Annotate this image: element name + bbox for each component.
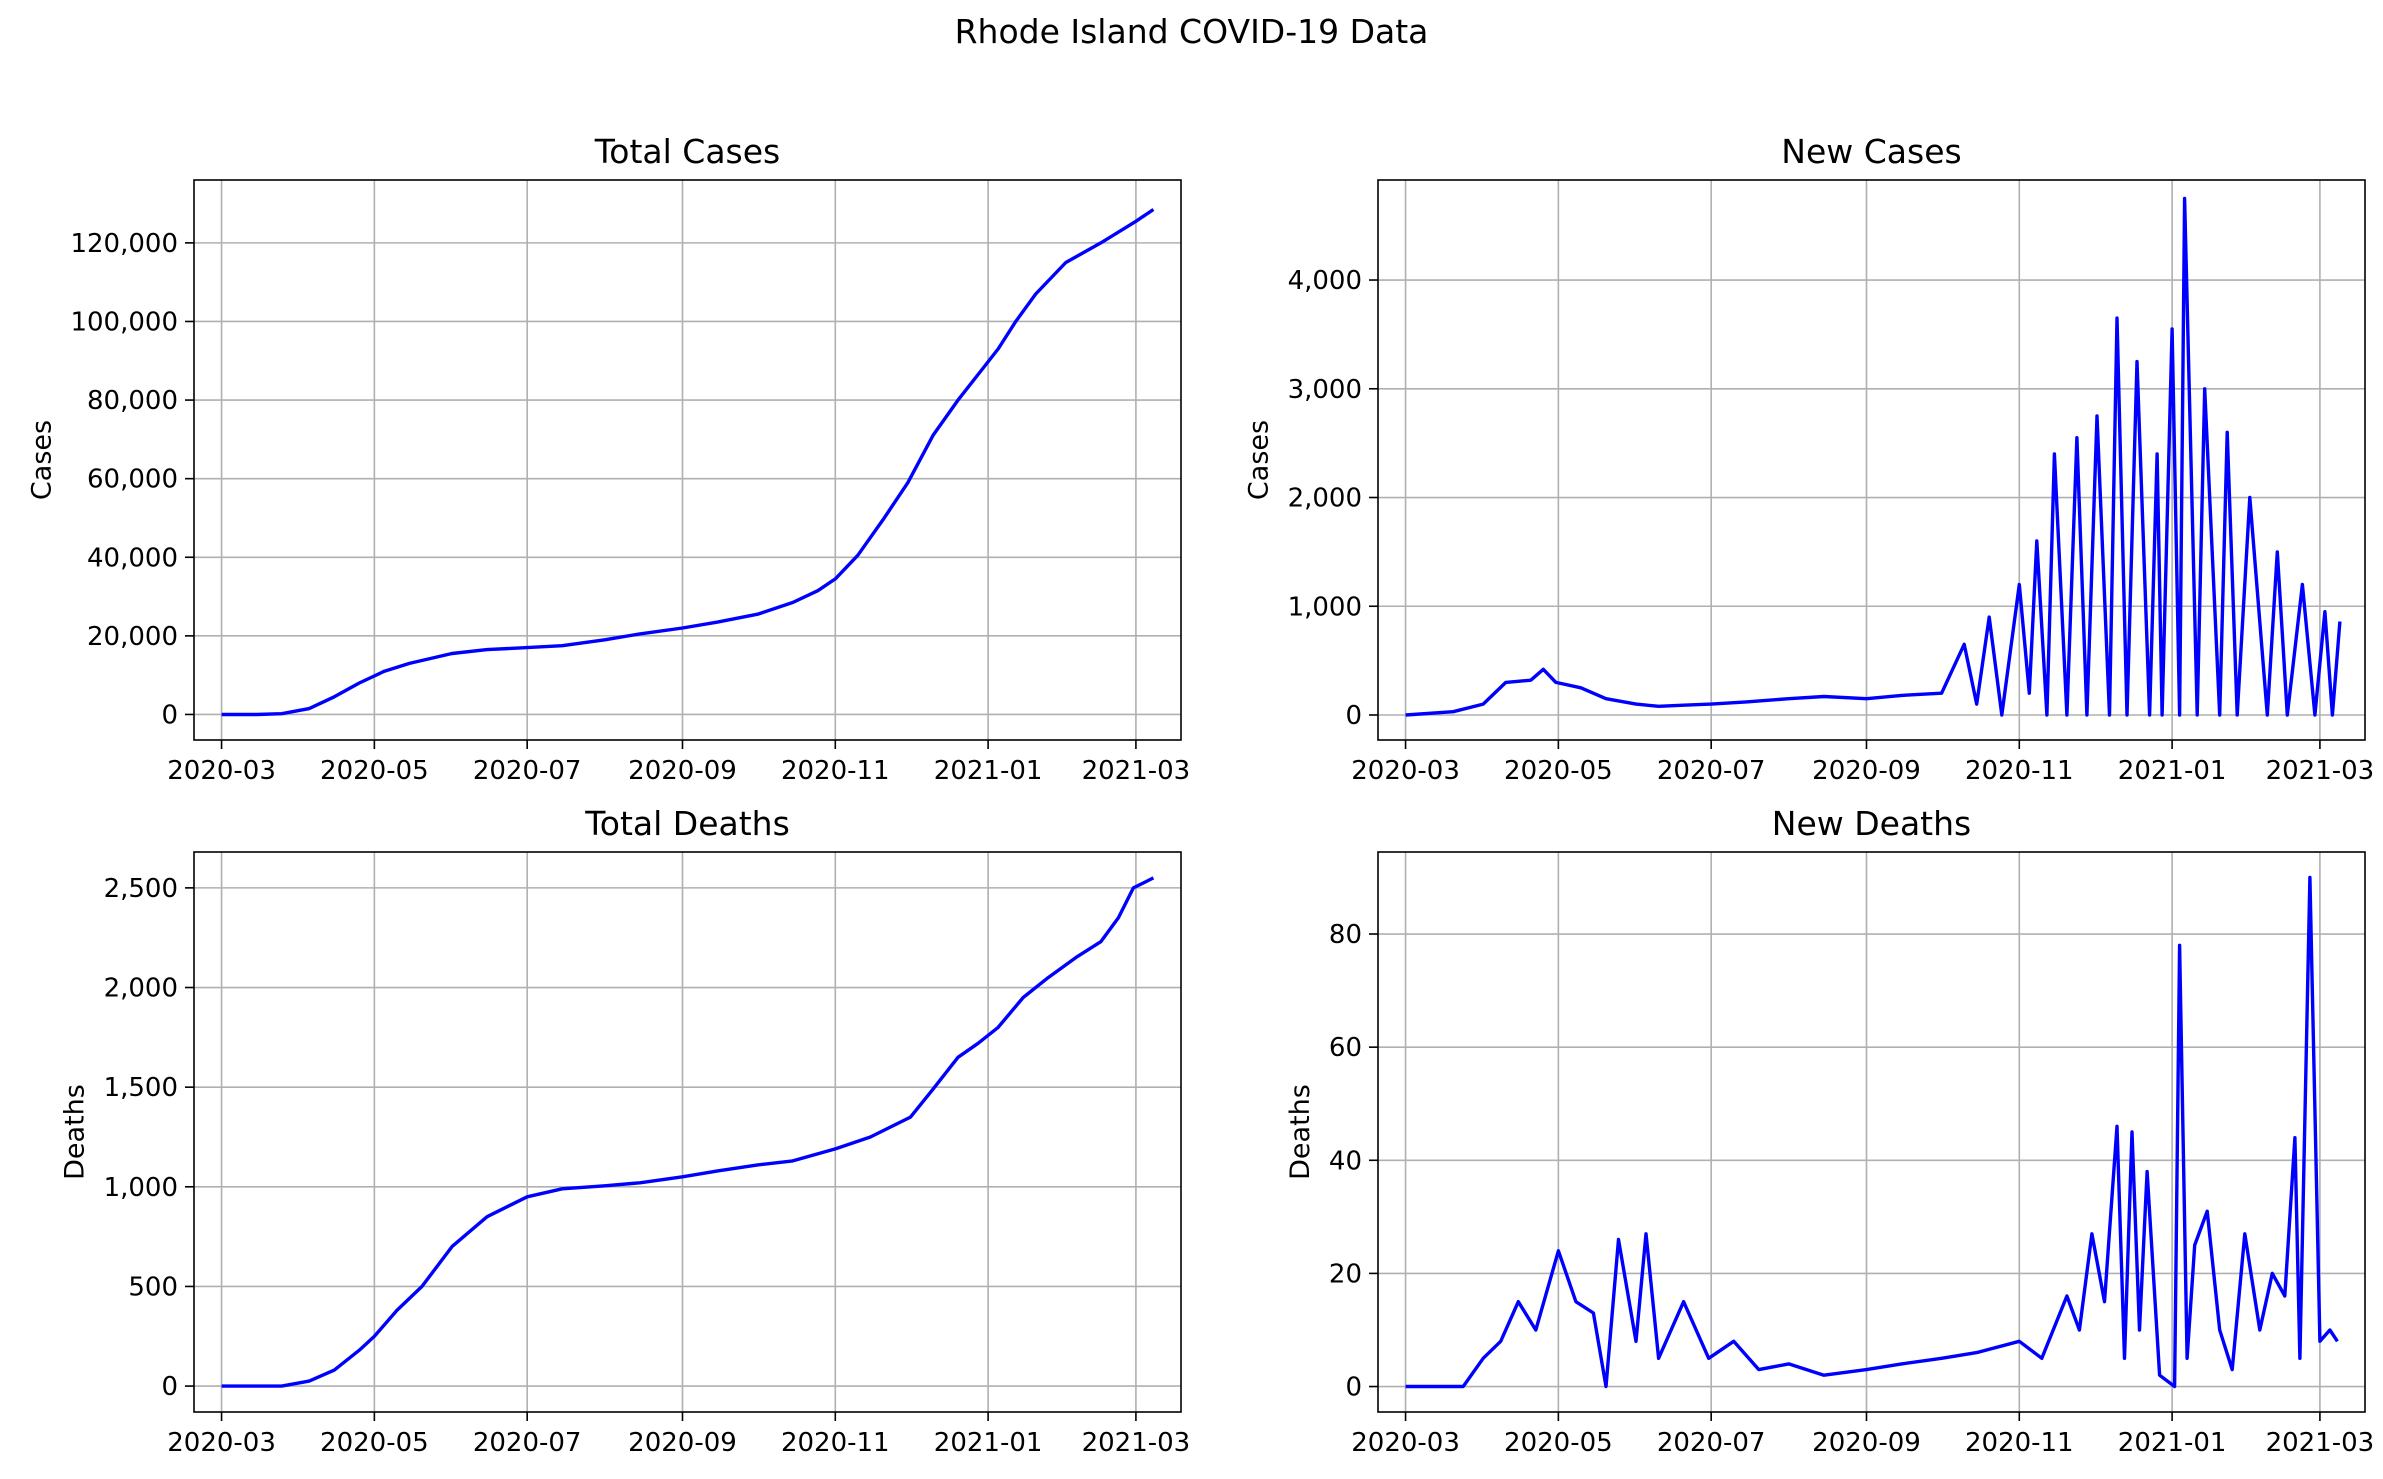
grid-lines: [1378, 852, 2365, 1412]
x-tick-label: 2021-01: [2118, 756, 2227, 786]
panel-total-cases: Total Cases Cases 2020-03 2020-05 2020-07 2…: [26, 132, 1190, 786]
y-tick-label: 1,000: [1288, 592, 1362, 622]
y-tick-label: 1,500: [104, 1073, 178, 1103]
y-tick-label: 1,000: [104, 1173, 178, 1203]
y-tick-label: 2,000: [104, 974, 178, 1004]
y-tick-label: 0: [1345, 1373, 1362, 1403]
y-tick-label: 0: [1345, 701, 1362, 731]
y-tick-label: 60,000: [87, 465, 178, 495]
x-tick-label: 2020-07: [1657, 756, 1766, 786]
figure-title: Rhode Island COVID-19 Data: [954, 12, 1429, 51]
x-tick-label: 2021-01: [934, 756, 1043, 786]
y-tick-label: 80,000: [87, 386, 178, 416]
x-tick-label: 2021-03: [1082, 756, 1191, 786]
panel-title: Total Deaths: [584, 804, 790, 843]
x-tick-label: 2020-03: [1351, 756, 1460, 786]
y-tick-label: 40,000: [87, 543, 178, 573]
y-tick-label: 0: [161, 1372, 178, 1402]
y-axis-label: Cases: [1244, 420, 1275, 500]
y-tick-label: 120,000: [70, 229, 178, 259]
y-tick-label: 3,000: [1288, 375, 1362, 405]
axes-frame: [193, 179, 1182, 741]
y-tick-label: 40: [1329, 1146, 1362, 1176]
x-tick-label: 2021-03: [1082, 1428, 1191, 1458]
grid-lines: [194, 180, 1181, 740]
panel-new-cases: New Cases Cases 2020-03 2020-05 2020-07 202…: [1244, 132, 2375, 786]
y-tick-label: 500: [128, 1272, 178, 1302]
series-line: [1405, 875, 2339, 1389]
y-tick-label: 60: [1329, 1033, 1362, 1063]
y-axis-label: Cases: [26, 420, 57, 500]
y-tick-label: 20: [1329, 1259, 1362, 1289]
grid-lines: [194, 852, 1181, 1412]
y-tick-label: 100,000: [70, 307, 178, 337]
x-tick-label: 2020-05: [320, 756, 429, 786]
x-tick-label: 2020-03: [1351, 1428, 1460, 1458]
x-tick-label: 2020-09: [628, 1428, 737, 1458]
x-tick-label: 2020-05: [1504, 756, 1613, 786]
x-tick-label: 2020-07: [473, 756, 582, 786]
x-tick-label: 2020-09: [1812, 756, 1921, 786]
y-tick-label: 2,000: [1288, 484, 1362, 514]
x-tick-label: 2020-07: [1657, 1428, 1766, 1458]
x-tick-label: 2020-11: [1965, 1428, 2074, 1458]
x-tick-label: 2020-11: [1965, 756, 2074, 786]
y-tick-label: 4,000: [1288, 266, 1362, 296]
x-tick-label: 2021-01: [2118, 1428, 2227, 1458]
x-tick-label: 2021-03: [2266, 756, 2375, 786]
axes-frame: [1377, 851, 2366, 1413]
series-line: [221, 208, 1155, 717]
y-tick-label: 20,000: [87, 622, 178, 652]
panel-title: New Cases: [1781, 132, 1961, 171]
series-line: [221, 876, 1155, 1388]
x-tick-label: 2020-03: [167, 1428, 276, 1458]
y-tick-label: 2,500: [104, 874, 178, 904]
x-tick-label: 2020-11: [781, 756, 890, 786]
axes-frame: [1377, 179, 2366, 741]
y-axis-label: Deaths: [60, 1084, 91, 1180]
x-tick-label: 2021-03: [2266, 1428, 2375, 1458]
x-tick-label: 2020-11: [781, 1428, 890, 1458]
panel-title: Total Cases: [594, 132, 781, 171]
x-tick-label: 2020-05: [320, 1428, 429, 1458]
series-line: [1405, 196, 2342, 717]
panel-title: New Deaths: [1772, 804, 1971, 843]
x-tick-label: 2020-07: [473, 1428, 582, 1458]
x-tick-label: 2020-09: [628, 756, 737, 786]
x-tick-label: 2020-05: [1504, 1428, 1613, 1458]
x-tick-label: 2020-03: [167, 756, 276, 786]
panel-new-deaths: New Deaths Deaths 2020-03 2020-05 2020-07 2…: [1285, 804, 2374, 1458]
y-axis-label: Deaths: [1285, 1084, 1316, 1180]
x-tick-label: 2020-09: [1812, 1428, 1921, 1458]
axes-frame: [193, 851, 1182, 1413]
x-tick-label: 2021-01: [934, 1428, 1043, 1458]
y-tick-label: 0: [161, 700, 178, 730]
panel-total-deaths: Total Deaths Deaths 2020-03 2020-05 2020-0…: [60, 804, 1191, 1458]
y-tick-label: 80: [1329, 920, 1362, 950]
